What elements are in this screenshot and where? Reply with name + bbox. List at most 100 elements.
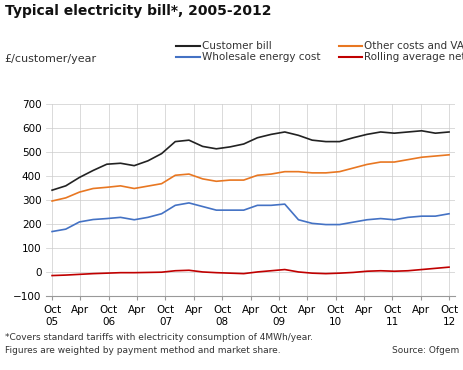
Rolling average net margin [145,270,150,275]
Line: Customer bill: Customer bill [52,131,448,190]
Line: Other costs and VAT: Other costs and VAT [52,155,448,201]
Rolling average net margin [49,273,55,278]
Text: Figures are weighted by payment method and market share.: Figures are weighted by payment method a… [5,346,280,355]
Text: *Covers standard tariffs with electricity consumption of 4MWh/year.: *Covers standard tariffs with electricit… [5,333,312,342]
Customer bill [350,135,355,140]
Wholesale energy cost [49,229,55,234]
Wholesale energy cost [404,215,410,219]
Text: Source: Ofgem: Source: Ofgem [391,346,458,355]
Customer bill [145,159,150,163]
Other costs and VAT [336,169,342,174]
Rolling average net margin [322,272,328,276]
Rolling average net margin [268,269,273,273]
Other costs and VAT [90,186,96,191]
Customer bill [172,139,178,144]
Customer bill [377,130,382,134]
Customer bill [404,130,410,134]
Other costs and VAT [404,157,410,162]
Customer bill [445,130,451,134]
Customer bill [295,133,300,138]
Text: Wholesale energy cost: Wholesale energy cost [201,52,319,63]
Rolling average net margin [404,269,410,273]
Wholesale energy cost [254,203,260,208]
Wholesale energy cost [363,218,369,222]
Customer bill [200,144,205,149]
Other costs and VAT [282,169,287,174]
Customer bill [391,131,396,135]
Rolling average net margin [350,270,355,275]
Wholesale energy cost [63,227,69,231]
Rolling average net margin [363,269,369,273]
Rolling average net margin [391,269,396,273]
Wholesale energy cost [295,218,300,222]
Customer bill [240,142,246,146]
Wholesale energy cost [118,215,123,219]
Other costs and VAT [363,162,369,166]
Other costs and VAT [445,152,451,157]
Customer bill [254,135,260,140]
Customer bill [104,162,109,166]
Rolling average net margin [90,272,96,276]
Other costs and VAT [240,178,246,182]
Wholesale energy cost [350,220,355,224]
Other costs and VAT [295,169,300,174]
Rolling average net margin [131,270,137,275]
Other costs and VAT [145,184,150,188]
Wholesale energy cost [158,212,164,216]
Other costs and VAT [104,185,109,189]
Rolling average net margin [227,271,232,275]
Customer bill [418,128,424,133]
Rolling average net margin [76,272,82,277]
Rolling average net margin [200,270,205,274]
Customer bill [186,138,191,142]
Wholesale energy cost [90,217,96,222]
Other costs and VAT [309,171,314,175]
Customer bill [213,147,219,151]
Customer bill [309,138,314,142]
Text: Other costs and VAT: Other costs and VAT [363,41,463,51]
Other costs and VAT [377,160,382,164]
Wholesale energy cost [172,203,178,208]
Wholesale energy cost [336,222,342,227]
Customer bill [322,139,328,144]
Text: Customer bill: Customer bill [201,41,271,51]
Wholesale energy cost [377,216,382,221]
Text: Typical electricity bill*, 2005-2012: Typical electricity bill*, 2005-2012 [5,4,270,18]
Wholesale energy cost [445,212,451,216]
Other costs and VAT [131,186,137,191]
Customer bill [131,164,137,168]
Wholesale energy cost [227,208,232,212]
Wholesale energy cost [76,220,82,224]
Other costs and VAT [268,172,273,176]
Wholesale energy cost [200,204,205,209]
Rolling average net margin [309,271,314,275]
Rolling average net margin [432,266,437,270]
Other costs and VAT [391,160,396,164]
Wholesale energy cost [104,216,109,221]
Line: Rolling average net margin: Rolling average net margin [52,267,448,276]
Wholesale energy cost [186,201,191,205]
Customer bill [227,145,232,149]
Other costs and VAT [227,178,232,182]
Other costs and VAT [432,154,437,158]
Other costs and VAT [49,199,55,203]
Rolling average net margin [158,270,164,275]
Other costs and VAT [254,173,260,178]
Other costs and VAT [76,190,82,194]
Other costs and VAT [118,184,123,188]
Customer bill [118,161,123,165]
Other costs and VAT [172,173,178,178]
Customer bill [432,131,437,135]
Wholesale energy cost [322,222,328,227]
Customer bill [90,168,96,173]
Rolling average net margin [295,270,300,274]
Customer bill [336,139,342,144]
Customer bill [268,132,273,137]
Wholesale energy cost [418,214,424,218]
Customer bill [63,184,69,188]
Customer bill [282,130,287,134]
Other costs and VAT [200,176,205,181]
Rolling average net margin [377,269,382,273]
Wholesale energy cost [213,208,219,212]
Rolling average net margin [445,265,451,269]
